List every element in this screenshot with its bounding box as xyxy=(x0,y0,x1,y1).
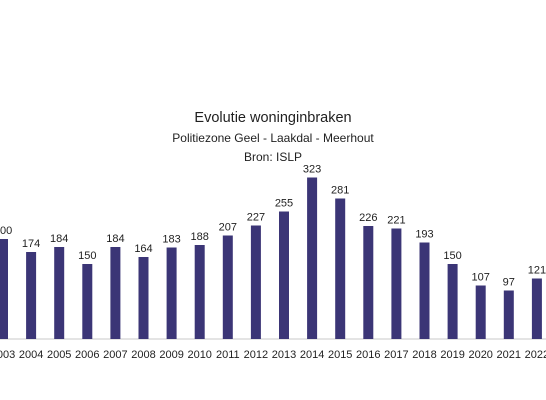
x-tick-label-2013: 2013 xyxy=(272,349,296,361)
value-label-2005: 184 xyxy=(50,233,68,245)
bar-2011 xyxy=(222,235,233,339)
value-label-2015: 281 xyxy=(331,185,349,197)
x-tick-label-2017: 2017 xyxy=(384,349,408,361)
bar-2016 xyxy=(363,226,374,339)
value-label-2012: 227 xyxy=(247,212,265,224)
x-tick-label-2021: 2021 xyxy=(497,349,521,361)
x-tick-label-2020: 2020 xyxy=(468,349,492,361)
value-label-2018: 193 xyxy=(415,229,433,241)
chart-source: Bron: ISLP xyxy=(243,150,303,164)
x-tick-label-2018: 2018 xyxy=(412,349,436,361)
x-tick-label-2006: 2006 xyxy=(75,349,99,361)
bar-2010 xyxy=(194,245,205,339)
bar-2003 xyxy=(0,239,8,339)
x-tick-label-2011: 2011 xyxy=(216,349,240,361)
value-label-2022: 121 xyxy=(528,265,546,277)
bar-2014 xyxy=(307,177,318,339)
x-tick-label-2004: 2004 xyxy=(19,349,43,361)
bar-2007 xyxy=(110,247,121,339)
value-label-2020: 107 xyxy=(472,272,490,284)
x-tick-label-2010: 2010 xyxy=(187,349,211,361)
x-tick-label-2014: 2014 xyxy=(300,349,324,361)
bar-2017 xyxy=(391,228,402,339)
bar-2019 xyxy=(447,264,458,339)
x-tick-label-2012: 2012 xyxy=(244,349,268,361)
bar-2008 xyxy=(138,257,149,339)
value-label-2003: 200 xyxy=(0,225,12,237)
value-label-2017: 221 xyxy=(387,215,405,227)
bar-2020 xyxy=(475,285,486,339)
value-label-2016: 226 xyxy=(359,212,377,224)
bar-2009 xyxy=(166,247,177,339)
chart-title: Evolutie woninginbraken xyxy=(194,110,352,126)
value-label-2014: 323 xyxy=(303,164,321,176)
value-label-2013: 255 xyxy=(275,198,293,210)
x-tick-label-2003: 2003 xyxy=(0,349,15,361)
value-label-2009: 183 xyxy=(162,234,180,246)
bar-2012 xyxy=(250,225,261,339)
x-tick-label-2022: 2022 xyxy=(525,349,546,361)
x-tick-label-2016: 2016 xyxy=(356,349,380,361)
value-label-2006: 150 xyxy=(78,250,96,262)
value-label-2004: 174 xyxy=(22,238,40,250)
x-tick-label-2009: 2009 xyxy=(159,349,183,361)
x-tick-label-2008: 2008 xyxy=(131,349,155,361)
bar-2004 xyxy=(26,252,37,339)
bar-2022 xyxy=(531,278,542,339)
chart-header: Evolutie woninginbraken Politiezone Geel… xyxy=(0,0,546,170)
value-label-2010: 188 xyxy=(191,231,209,243)
bar-2013 xyxy=(279,211,289,339)
x-tick-label-2007: 2007 xyxy=(103,349,127,361)
x-tick-label-2015: 2015 xyxy=(328,349,352,361)
bar-2015 xyxy=(335,198,346,339)
x-tick-label-2019: 2019 xyxy=(440,349,464,361)
value-label-2007: 184 xyxy=(106,233,124,245)
bar-2006 xyxy=(82,264,93,339)
bar-2021 xyxy=(503,290,514,339)
value-label-2008: 164 xyxy=(134,243,152,255)
x-tick-label-2005: 2005 xyxy=(47,349,71,361)
chart-subtitle: Politiezone Geel - Laakdal - Meerhout xyxy=(172,131,374,145)
bar-2018 xyxy=(419,242,430,339)
bar-2005 xyxy=(54,247,65,339)
value-label-2021: 97 xyxy=(503,277,515,289)
value-label-2011: 207 xyxy=(219,222,237,234)
value-label-2019: 150 xyxy=(443,250,461,262)
